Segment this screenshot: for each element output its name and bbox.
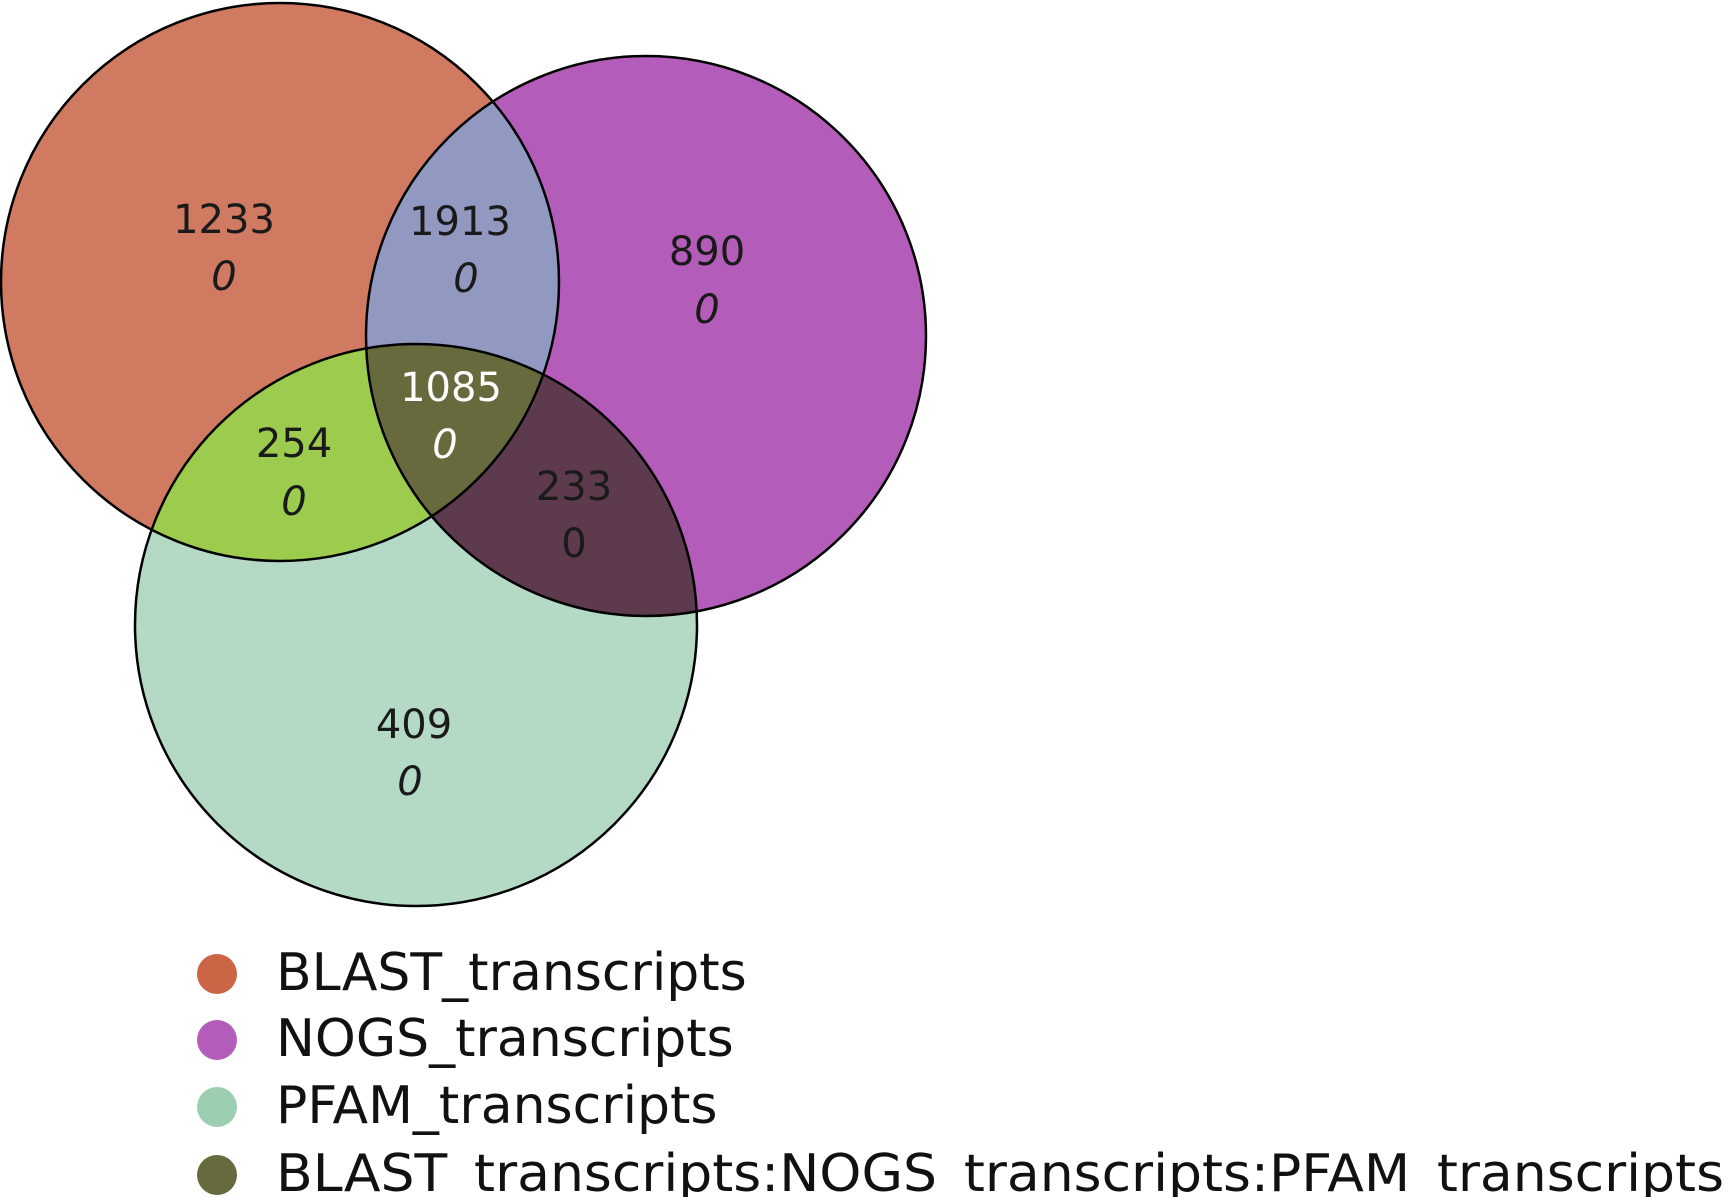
blast-only-count: 1233: [173, 197, 275, 243]
legend-marker-blast: [197, 954, 237, 994]
pfam-only-count: 409: [376, 702, 452, 748]
all-three-count: 1085: [400, 365, 502, 411]
nogs-pfam-sub: 0: [561, 521, 586, 567]
blast-nogs-sub: 0: [453, 256, 478, 302]
legend-label-pfam: PFAM_transcripts: [276, 1076, 718, 1136]
blast-only-sub: 0: [211, 254, 236, 300]
legend-marker-all-three: [197, 1155, 237, 1195]
pfam-only-sub: 0: [397, 759, 422, 805]
nogs-pfam-region: [366, 344, 697, 616]
blast-outline: [0, 1, 561, 563]
blast-nogs-count: 1913: [409, 199, 511, 245]
nogs-outline: [364, 54, 928, 618]
all-three-sub: 0: [432, 422, 457, 468]
nogs-only-sub: 0: [694, 287, 719, 333]
blast-pfam-sub: 0: [281, 479, 306, 525]
legend-marker-pfam: [197, 1087, 237, 1127]
legend-marker-nogs: [197, 1020, 237, 1060]
nogs-only-count: 890: [669, 229, 745, 275]
legend: BLAST_transcripts NOGS_transcripts PFAM_…: [197, 943, 1724, 1197]
pfam-outline: [133, 342, 699, 908]
legend-label-blast: BLAST_transcripts: [276, 943, 747, 1003]
nogs-pfam-count: 233: [536, 464, 612, 510]
legend-label-nogs: NOGS_transcripts: [276, 1009, 734, 1069]
legend-label-all-three: BLAST_transcripts:NOGS_transcripts:PFAM_…: [276, 1144, 1724, 1197]
blast-pfam-count: 254: [256, 421, 332, 467]
